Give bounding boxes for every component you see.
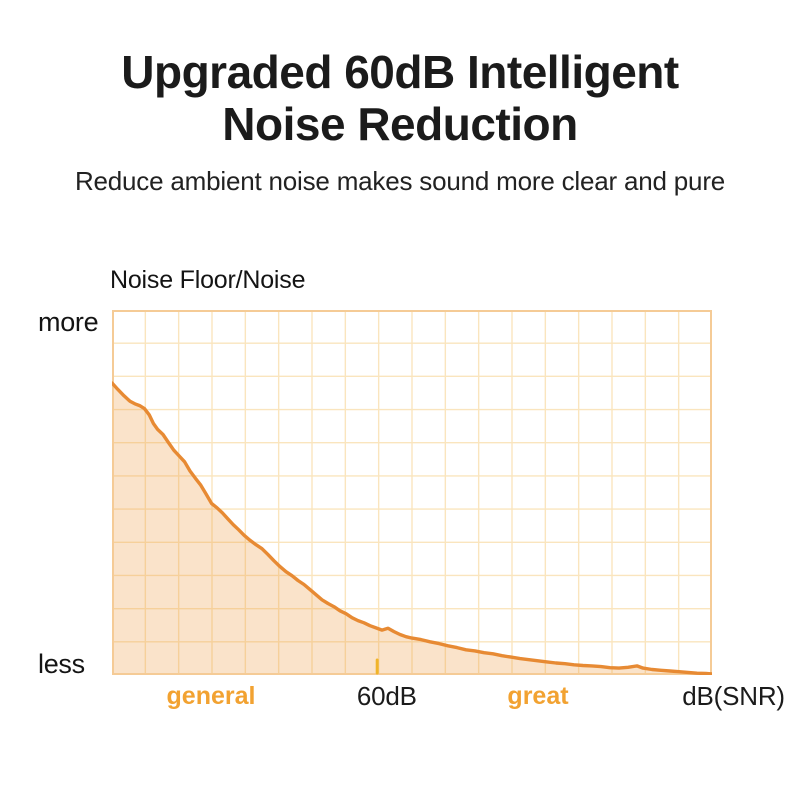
page-subtitle: Reduce ambient noise makes sound more cl…	[74, 166, 726, 196]
page-title-line-2: Noise Reduction	[222, 98, 578, 150]
plot-area	[112, 310, 712, 675]
x-axis-label-60db: 60dB	[356, 681, 417, 711]
y-axis-label-less: less	[38, 649, 85, 679]
noise-curve-svg	[112, 310, 712, 675]
y-axis-title: Noise Floor/Noise	[110, 266, 306, 294]
header: Upgraded 60dB Intelligent Noise Reductio…	[0, 46, 800, 196]
x-axis-label-general: general	[166, 682, 256, 710]
x-axis-labels: general 60dB great dB(SNR)	[112, 681, 786, 713]
x-axis-label-great: great	[507, 682, 569, 710]
page-title-line-1: Upgraded 60dB Intelligent	[121, 46, 679, 98]
page-title: Upgraded 60dB Intelligent Noise Reductio…	[0, 46, 800, 150]
y-axis-label-more: more	[38, 307, 99, 337]
x-axis-label-db-snr: dB(SNR)	[682, 681, 785, 711]
